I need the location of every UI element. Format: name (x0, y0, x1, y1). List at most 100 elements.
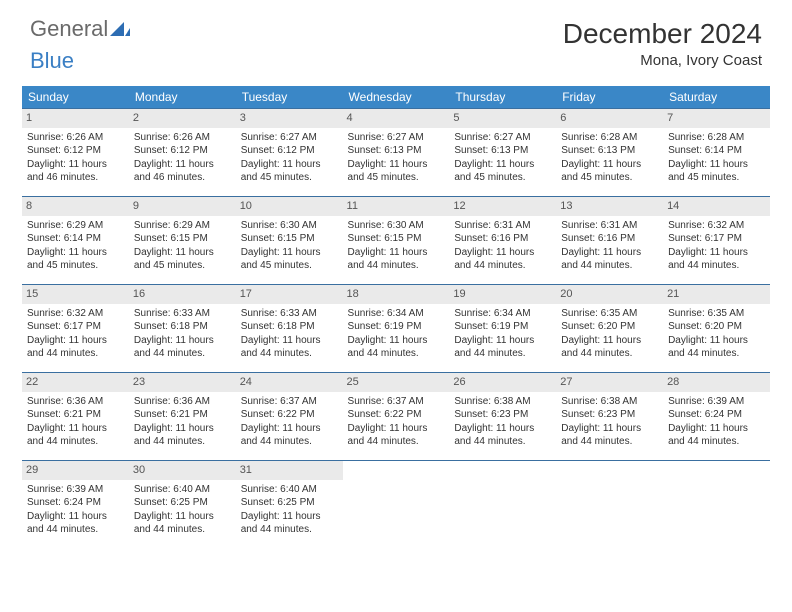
day-number: 30 (129, 461, 236, 480)
calendar-cell: 2Sunrise: 6:26 AMSunset: 6:12 PMDaylight… (129, 109, 236, 197)
calendar-row: 29Sunrise: 6:39 AMSunset: 6:24 PMDayligh… (22, 461, 770, 549)
sunset-text: Sunset: 6:19 PM (348, 320, 445, 334)
day-number: 21 (663, 285, 770, 304)
calendar-cell: 22Sunrise: 6:36 AMSunset: 6:21 PMDayligh… (22, 373, 129, 461)
sunrise-text: Sunrise: 6:27 AM (241, 131, 338, 145)
day-number: 16 (129, 285, 236, 304)
day-number: 12 (449, 197, 556, 216)
daylight-text: Daylight: 11 hours (561, 246, 658, 260)
daylight-text: Daylight: 11 hours (668, 246, 765, 260)
daylight-text: and 44 minutes. (241, 523, 338, 537)
calendar-body: 1Sunrise: 6:26 AMSunset: 6:12 PMDaylight… (22, 109, 770, 549)
calendar-cell (556, 461, 663, 549)
calendar-cell: 8Sunrise: 6:29 AMSunset: 6:14 PMDaylight… (22, 197, 129, 285)
calendar-cell: 3Sunrise: 6:27 AMSunset: 6:12 PMDaylight… (236, 109, 343, 197)
daylight-text: Daylight: 11 hours (454, 334, 551, 348)
day-number: 7 (663, 109, 770, 128)
daylight-text: Daylight: 11 hours (561, 334, 658, 348)
daylight-text: Daylight: 11 hours (454, 158, 551, 172)
sunrise-text: Sunrise: 6:28 AM (561, 131, 658, 145)
calendar-cell: 9Sunrise: 6:29 AMSunset: 6:15 PMDaylight… (129, 197, 236, 285)
calendar-row: 1Sunrise: 6:26 AMSunset: 6:12 PMDaylight… (22, 109, 770, 197)
day-number: 4 (343, 109, 450, 128)
daylight-text: and 46 minutes. (27, 171, 124, 185)
daylight-text: Daylight: 11 hours (348, 246, 445, 260)
daylight-text: and 44 minutes. (668, 347, 765, 361)
daylight-text: Daylight: 11 hours (668, 158, 765, 172)
sunset-text: Sunset: 6:21 PM (134, 408, 231, 422)
day-number: 31 (236, 461, 343, 480)
calendar-cell: 20Sunrise: 6:35 AMSunset: 6:20 PMDayligh… (556, 285, 663, 373)
sunset-text: Sunset: 6:12 PM (134, 144, 231, 158)
daylight-text: and 44 minutes. (27, 347, 124, 361)
sunset-text: Sunset: 6:14 PM (668, 144, 765, 158)
sunset-text: Sunset: 6:24 PM (668, 408, 765, 422)
day-number: 28 (663, 373, 770, 392)
day-number: 18 (343, 285, 450, 304)
calendar-cell: 27Sunrise: 6:38 AMSunset: 6:23 PMDayligh… (556, 373, 663, 461)
weekday-header: Thursday (449, 86, 556, 109)
sunrise-text: Sunrise: 6:39 AM (27, 483, 124, 497)
header: General Blue December 2024 Mona, Ivory C… (0, 0, 792, 80)
calendar-cell: 1Sunrise: 6:26 AMSunset: 6:12 PMDaylight… (22, 109, 129, 197)
sunset-text: Sunset: 6:24 PM (27, 496, 124, 510)
day-number: 9 (129, 197, 236, 216)
daylight-text: Daylight: 11 hours (241, 422, 338, 436)
sunrise-text: Sunrise: 6:27 AM (348, 131, 445, 145)
daylight-text: Daylight: 11 hours (561, 158, 658, 172)
daylight-text: and 44 minutes. (561, 435, 658, 449)
weekday-header: Tuesday (236, 86, 343, 109)
calendar-cell: 19Sunrise: 6:34 AMSunset: 6:19 PMDayligh… (449, 285, 556, 373)
sunset-text: Sunset: 6:18 PM (241, 320, 338, 334)
logo: General Blue (30, 18, 130, 72)
daylight-text: Daylight: 11 hours (134, 158, 231, 172)
daylight-text: and 45 minutes. (561, 171, 658, 185)
daylight-text: and 44 minutes. (454, 259, 551, 273)
calendar-cell: 16Sunrise: 6:33 AMSunset: 6:18 PMDayligh… (129, 285, 236, 373)
daylight-text: and 44 minutes. (668, 435, 765, 449)
daylight-text: Daylight: 11 hours (348, 158, 445, 172)
sunset-text: Sunset: 6:20 PM (668, 320, 765, 334)
daylight-text: and 44 minutes. (348, 347, 445, 361)
daylight-text: and 44 minutes. (454, 347, 551, 361)
calendar-cell: 31Sunrise: 6:40 AMSunset: 6:25 PMDayligh… (236, 461, 343, 549)
weekday-header: Sunday (22, 86, 129, 109)
calendar-table: SundayMondayTuesdayWednesdayThursdayFrid… (22, 86, 770, 549)
daylight-text: Daylight: 11 hours (27, 510, 124, 524)
calendar-cell: 15Sunrise: 6:32 AMSunset: 6:17 PMDayligh… (22, 285, 129, 373)
calendar-row: 22Sunrise: 6:36 AMSunset: 6:21 PMDayligh… (22, 373, 770, 461)
daylight-text: Daylight: 11 hours (348, 334, 445, 348)
logo-text-1: General (30, 16, 108, 41)
daylight-text: and 45 minutes. (668, 171, 765, 185)
sunrise-text: Sunrise: 6:33 AM (134, 307, 231, 321)
daylight-text: and 44 minutes. (454, 435, 551, 449)
logo-text-2: Blue (30, 48, 74, 73)
calendar-cell: 6Sunrise: 6:28 AMSunset: 6:13 PMDaylight… (556, 109, 663, 197)
weekday-header: Wednesday (343, 86, 450, 109)
daylight-text: Daylight: 11 hours (27, 422, 124, 436)
sunrise-text: Sunrise: 6:34 AM (348, 307, 445, 321)
daylight-text: Daylight: 11 hours (134, 334, 231, 348)
sunset-text: Sunset: 6:14 PM (27, 232, 124, 246)
calendar-cell: 14Sunrise: 6:32 AMSunset: 6:17 PMDayligh… (663, 197, 770, 285)
sunset-text: Sunset: 6:19 PM (454, 320, 551, 334)
sunset-text: Sunset: 6:22 PM (241, 408, 338, 422)
daylight-text: and 45 minutes. (27, 259, 124, 273)
sunrise-text: Sunrise: 6:39 AM (668, 395, 765, 409)
sunrise-text: Sunrise: 6:40 AM (134, 483, 231, 497)
calendar-cell: 13Sunrise: 6:31 AMSunset: 6:16 PMDayligh… (556, 197, 663, 285)
sunrise-text: Sunrise: 6:30 AM (348, 219, 445, 233)
daylight-text: and 44 minutes. (27, 435, 124, 449)
sunrise-text: Sunrise: 6:40 AM (241, 483, 338, 497)
daylight-text: and 44 minutes. (134, 347, 231, 361)
sunrise-text: Sunrise: 6:33 AM (241, 307, 338, 321)
sunset-text: Sunset: 6:17 PM (27, 320, 124, 334)
weekday-header: Monday (129, 86, 236, 109)
daylight-text: and 44 minutes. (561, 259, 658, 273)
daylight-text: Daylight: 11 hours (241, 158, 338, 172)
daylight-text: Daylight: 11 hours (134, 422, 231, 436)
sunrise-text: Sunrise: 6:35 AM (668, 307, 765, 321)
sunrise-text: Sunrise: 6:32 AM (668, 219, 765, 233)
daylight-text: Daylight: 11 hours (454, 246, 551, 260)
daylight-text: and 44 minutes. (348, 259, 445, 273)
